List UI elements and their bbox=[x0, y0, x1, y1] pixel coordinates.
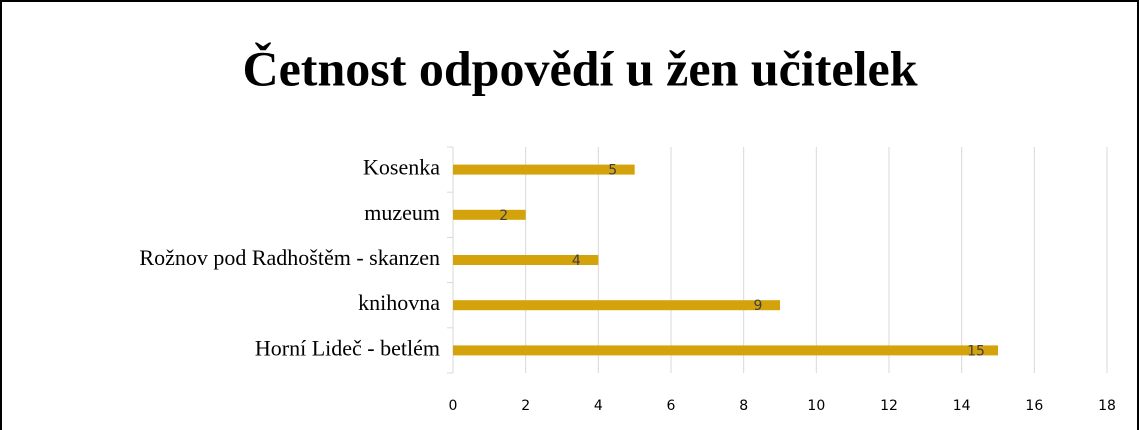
y-tick-label: knihovna bbox=[358, 290, 440, 315]
x-tick-label: 14 bbox=[953, 398, 971, 414]
y-tick-label: muzeum bbox=[364, 200, 440, 225]
data-label: 5 bbox=[608, 163, 617, 179]
x-tick-label: 6 bbox=[667, 398, 676, 414]
x-tick-label: 12 bbox=[880, 398, 898, 414]
x-tick-label: 10 bbox=[807, 398, 825, 414]
bar bbox=[453, 300, 780, 311]
x-tick-label: 18 bbox=[1098, 398, 1116, 414]
y-tick-label: Horní Lideč - betlém bbox=[255, 335, 440, 360]
x-tick-label: 2 bbox=[521, 398, 530, 414]
x-tick-label: 4 bbox=[594, 398, 603, 414]
x-tick-label: 8 bbox=[739, 398, 748, 414]
x-tick-label: 0 bbox=[449, 398, 458, 414]
y-tick-label: Rožnov pod Radhoštěm - skanzen bbox=[139, 245, 440, 270]
bar bbox=[453, 345, 998, 356]
bar bbox=[453, 164, 635, 175]
data-label: 9 bbox=[754, 298, 763, 314]
x-tick-label: 16 bbox=[1025, 398, 1043, 414]
data-label: 2 bbox=[499, 208, 508, 224]
y-tick-label: Kosenka bbox=[363, 155, 440, 180]
bar bbox=[453, 209, 526, 220]
bar bbox=[453, 255, 599, 265]
data-label: 4 bbox=[572, 253, 581, 269]
data-label: 15 bbox=[967, 343, 985, 359]
chart-title: Četnost odpovědí u žen učitelek bbox=[243, 40, 918, 96]
